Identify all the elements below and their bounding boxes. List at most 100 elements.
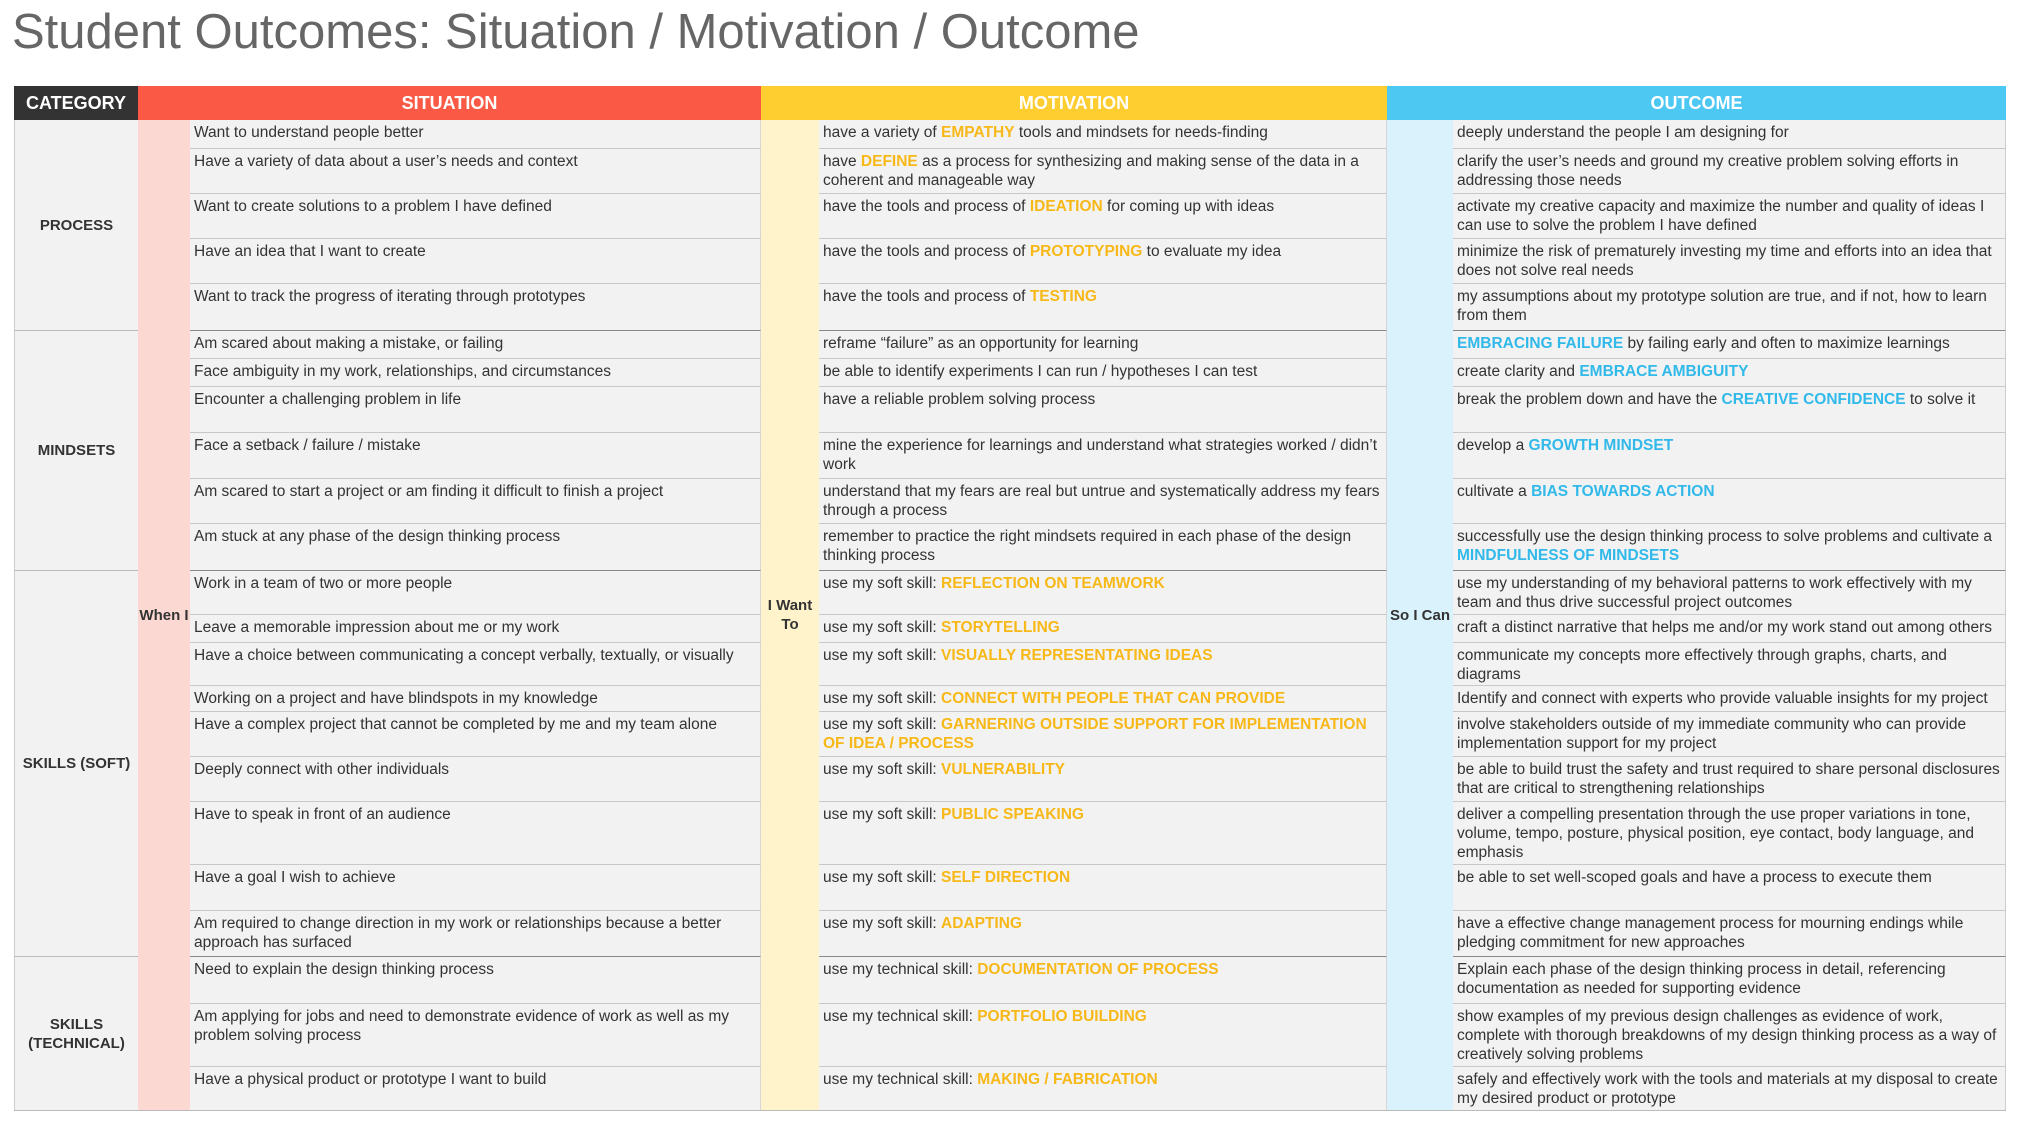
cell-text: have — [823, 153, 861, 170]
cell-text: use my soft skill: — [823, 619, 941, 636]
outcome-cell: my assumptions about my prototype soluti… — [1453, 283, 2006, 330]
cell-text: as a process for synthesizing and making… — [823, 153, 1359, 189]
keyword-highlight: GARNERING OUTSIDE SUPPORT FOR IMPLEMENTA… — [823, 716, 1367, 752]
cell-text: be able to build trust the safety and tr… — [1457, 761, 2000, 797]
i-want-to-label: I Want To — [761, 120, 819, 1110]
cell-text: use my soft skill: — [823, 716, 941, 733]
cell-text: reframe “failure” as an opportunity for … — [823, 335, 1139, 352]
keyword-highlight: PROTOTYPING — [1029, 243, 1143, 260]
category-cell: MINDSETS — [14, 330, 138, 570]
cell-text: to evaluate my idea — [1142, 243, 1282, 260]
keyword-highlight: EMPATHY — [941, 124, 1015, 141]
keyword-highlight: DOCUMENTATION OF PROCESS — [977, 961, 1219, 978]
cell-text: communicate my concepts more effectively… — [1457, 647, 1947, 683]
keyword-highlight: REFLECTION ON TEAMWORK — [941, 575, 1165, 592]
motivation-cell: use my soft skill: CONNECT WITH PEOPLE T… — [819, 685, 1387, 711]
situation-cell: Have a choice between communicating a co… — [190, 642, 761, 685]
situation-cell: Deeply connect with other individuals — [190, 756, 761, 801]
motivation-cell: use my soft skill: ADAPTING — [819, 910, 1387, 956]
cell-text: activate my creative capacity and maximi… — [1457, 198, 1985, 234]
cell-text: Identify and connect with experts who pr… — [1457, 690, 1988, 707]
motivation-cell: use my technical skill: PORTFOLIO BUILDI… — [819, 1003, 1387, 1066]
outcome-cell: use my understanding of my behavioral pa… — [1453, 570, 2006, 614]
cell-text: use my technical skill: — [823, 1008, 978, 1025]
motivation-cell: have the tools and process of PROTOTYPIN… — [819, 238, 1387, 283]
cell-text: to solve it — [1905, 391, 1976, 408]
cell-text: use my soft skill: — [823, 869, 941, 886]
situation-cell: Working on a project and have blindspots… — [190, 685, 761, 711]
cell-text: mine the experience for learnings and un… — [823, 437, 1378, 473]
outcome-cell: be able to build trust the safety and tr… — [1453, 756, 2006, 801]
cell-text: break the problem down and have the — [1457, 391, 1722, 408]
keyword-highlight: VULNERABILITY — [941, 761, 1065, 778]
situation-cell: Am stuck at any phase of the design thin… — [190, 523, 761, 570]
situation-cell: Want to track the progress of iterating … — [190, 283, 761, 330]
keyword-highlight: MINDFULNESS OF MINDSETS — [1457, 547, 1680, 564]
outcome-cell: communicate my concepts more effectively… — [1453, 642, 2006, 685]
cell-text: have a reliable problem solving process — [823, 391, 1096, 408]
motivation-cell: be able to identify experiments I can ru… — [819, 358, 1387, 386]
situation-cell: Have a variety of data about a user’s ne… — [190, 148, 761, 193]
keyword-highlight: PORTFOLIO BUILDING — [977, 1008, 1147, 1025]
motivation-cell: remember to practice the right mindsets … — [819, 523, 1387, 570]
outcome-cell: develop a GROWTH MINDSET — [1453, 432, 2006, 478]
outcome-cell: have a effective change management proce… — [1453, 910, 2006, 956]
situation-cell: Am required to change direction in my wo… — [190, 910, 761, 956]
outcome-cell: break the problem down and have the CREA… — [1453, 386, 2006, 432]
cell-text: use my soft skill: — [823, 647, 941, 664]
motivation-cell: reframe “failure” as an opportunity for … — [819, 330, 1387, 358]
cell-text: use my soft skill: — [823, 806, 941, 823]
category-header: CATEGORY — [14, 86, 138, 120]
outcome-cell: Identify and connect with experts who pr… — [1453, 685, 2006, 711]
outcome-cell: Explain each phase of the design thinkin… — [1453, 956, 2006, 1003]
situation-cell: Have a physical product or prototype I w… — [190, 1066, 761, 1110]
situation-cell: Work in a team of two or more people — [190, 570, 761, 614]
motivation-cell: use my soft skill: REFLECTION ON TEAMWOR… — [819, 570, 1387, 614]
cell-text: have a effective change management proce… — [1457, 915, 1964, 951]
cell-text: use my soft skill: — [823, 761, 941, 778]
cell-text: have a variety of — [823, 124, 942, 141]
outcome-cell: minimize the risk of prematurely investi… — [1453, 238, 2006, 283]
outcome-cell: deliver a compelling presentation throug… — [1453, 801, 2006, 864]
cell-text: craft a distinct narrative that helps me… — [1457, 619, 1993, 636]
motivation-cell: use my soft skill: GARNERING OUTSIDE SUP… — [819, 711, 1387, 756]
keyword-highlight: CREATIVE CONFIDENCE — [1721, 391, 1906, 408]
outcome-cell: involve stakeholders outside of my immed… — [1453, 711, 2006, 756]
situation-cell: Face ambiguity in my work, relationships… — [190, 358, 761, 386]
situation-cell: Leave a memorable impression about me or… — [190, 614, 761, 642]
cell-text: use my technical skill: — [823, 1071, 978, 1088]
cell-text: safely and effectively work with the too… — [1457, 1071, 1998, 1107]
outcome-cell: be able to set well-scoped goals and hav… — [1453, 864, 2006, 910]
keyword-highlight: PUBLIC SPEAKING — [941, 806, 1084, 823]
cell-text: by failing early and often to maximize l… — [1623, 335, 1950, 352]
so-i-can-label: So I Can — [1387, 120, 1453, 1110]
situation-cell: Want to understand people better — [190, 120, 761, 148]
cell-text: use my soft skill: — [823, 915, 941, 932]
cell-text: deliver a compelling presentation throug… — [1457, 806, 1974, 861]
cell-text: understand that my fears are real but un… — [823, 483, 1380, 519]
cell-text: have the tools and process of — [823, 243, 1030, 260]
cell-text: create clarity and — [1457, 363, 1580, 380]
keyword-highlight: SELF DIRECTION — [941, 869, 1071, 886]
cell-text: for coming up with ideas — [1102, 198, 1275, 215]
cell-text: be able to set well-scoped goals and hav… — [1457, 869, 1932, 886]
when-i-label: When I — [138, 120, 190, 1110]
cell-text: remember to practice the right mindsets … — [823, 528, 1352, 564]
outcome-cell: cultivate a BIAS TOWARDS ACTION — [1453, 478, 2006, 523]
motivation-cell: use my soft skill: VULNERABILITY — [819, 756, 1387, 801]
category-cell: PROCESS — [14, 120, 138, 330]
cell-text: be able to identify experiments I can ru… — [823, 363, 1258, 380]
situation-cell: Want to create solutions to a problem I … — [190, 193, 761, 238]
keyword-highlight: MAKING / FABRICATION — [977, 1071, 1158, 1088]
cell-text: use my understanding of my behavioral pa… — [1457, 575, 1972, 611]
keyword-highlight: BIAS TOWARDS ACTION — [1531, 483, 1715, 500]
outcome-header: OUTCOME — [1387, 86, 2006, 120]
keyword-highlight: ADAPTING — [941, 915, 1022, 932]
outcome-cell: craft a distinct narrative that helps me… — [1453, 614, 2006, 642]
motivation-cell: have a reliable problem solving process — [819, 386, 1387, 432]
outcome-cell: clarify the user’s needs and ground my c… — [1453, 148, 2006, 193]
outcome-cell: activate my creative capacity and maximi… — [1453, 193, 2006, 238]
category-cell: SKILLS (SOFT) — [14, 570, 138, 956]
situation-cell: Am applying for jobs and need to demonst… — [190, 1003, 761, 1066]
cell-text: Explain each phase of the design thinkin… — [1457, 961, 1946, 997]
